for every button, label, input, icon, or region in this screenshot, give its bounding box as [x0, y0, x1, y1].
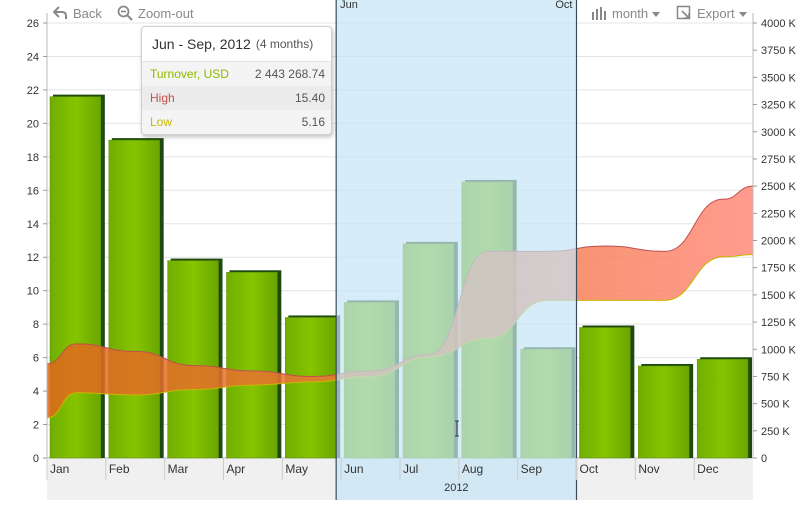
export-dropdown[interactable]: Export [676, 3, 747, 23]
y-left-tick-label: 18 [27, 152, 39, 164]
x-tick-label: Sep [521, 462, 543, 476]
y-right-tick-label: 1750 K [761, 263, 797, 275]
y-right-tick-label: 750 K [761, 371, 790, 383]
tooltip-row-turnover: Turnover, USD 2 443 268.74 [142, 62, 331, 86]
y-right-tick-label: 2750 K [761, 154, 797, 166]
x-group-label: 2012 [444, 482, 468, 494]
y-left-tick-label: 16 [27, 185, 39, 197]
y-right-tick-label: 4000 K [761, 18, 797, 30]
tooltip-row-low: Low 5.16 [142, 110, 331, 134]
export-icon [676, 5, 691, 20]
zoom-out-button[interactable]: Zoom-out [117, 3, 194, 23]
y-right-tick-label: 3250 K [761, 100, 797, 112]
y-right-tick-label: 1250 K [761, 317, 797, 329]
y-left-tick-label: 6 [33, 353, 39, 365]
x-tick-label: Mar [168, 462, 189, 476]
y-right-tick-label: 3750 K [761, 45, 797, 57]
x-axis: Jan Feb Mar Apr May Jun Jul Aug Sep Oct Nov Dec 2012 [46, 458, 719, 494]
tooltip-row-value: 2 443 268.74 [254, 67, 325, 81]
period-dropdown[interactable]: month [591, 3, 661, 23]
chevron-down-icon [652, 11, 661, 17]
x-tick-label: Aug [462, 462, 483, 476]
y-right-tick-label: 1500 K [761, 290, 797, 302]
tooltip-title: Jun - Sep, 2012 [152, 36, 251, 52]
y-right-tick-label: 1000 K [761, 344, 797, 356]
y-left-tick-label: 12 [27, 252, 39, 264]
selection-end-label: Oct [555, 0, 572, 11]
text-cursor-icon [455, 420, 459, 437]
turnover-bar [638, 365, 690, 459]
turnover-bar [285, 317, 337, 459]
y-left-tick-label: 2 [33, 420, 39, 432]
turnover-bar [579, 327, 631, 459]
y-left-tick-label: 20 [27, 118, 39, 130]
turnover-bar [108, 139, 160, 459]
export-label: Export [697, 5, 735, 21]
x-tick-label: Apr [227, 462, 246, 476]
selection-range[interactable]: Jun Oct [335, 0, 578, 500]
zoom-out-icon [117, 5, 133, 21]
y-right-tick-label: 2250 K [761, 208, 797, 220]
y-right-tick-label: 2500 K [761, 181, 797, 193]
y-left-tick-label: 4 [33, 386, 39, 398]
tooltip-row-label: Low [150, 115, 173, 129]
tooltip-header: Jun - Sep, 2012 (4 months) [142, 27, 331, 62]
y-left-tick-label: 10 [27, 286, 39, 298]
back-label: Back [73, 5, 102, 21]
y-left-tick-label: 26 [27, 18, 39, 30]
bar-chart-icon [592, 7, 606, 20]
tooltip-row-value: 5.16 [301, 115, 325, 129]
tooltip-row-high: High 15.40 [142, 86, 331, 110]
chevron-down-icon [738, 11, 747, 17]
x-tick-label: Jul [403, 462, 418, 476]
turnover-bar [696, 359, 749, 459]
tooltip-row-label: High [150, 91, 175, 105]
x-tick-label: Dec [697, 462, 718, 476]
y-right-tick-label: 3000 K [761, 127, 797, 139]
turnover-bar [226, 272, 278, 459]
tooltip-subtitle: (4 months) [255, 37, 314, 51]
x-tick-label: Oct [580, 462, 599, 476]
range-tooltip: Jun - Sep, 2012 (4 months) Turnover, USD… [141, 26, 332, 135]
selection-rect [336, 0, 577, 500]
y-left-tick-label: 8 [33, 319, 39, 331]
x-tick-label: Jun [344, 462, 363, 476]
y-axis-right: 0 250 K 500 K 750 K 1000 K 1250 K 1500 K 1750 K… [752, 13, 797, 465]
x-tick-label: Feb [109, 462, 130, 476]
back-button[interactable]: Back [52, 3, 102, 23]
tooltip-row-label: Turnover, USD [150, 67, 229, 81]
y-right-tick-label: 500 K [761, 399, 790, 411]
y-left-tick-label: 0 [33, 453, 39, 465]
y-left-tick-label: 14 [27, 219, 39, 231]
y-left-tick-label: 22 [27, 85, 39, 97]
y-right-tick-label: 2000 K [761, 236, 797, 248]
x-tick-label: Jan [50, 462, 69, 476]
x-tick-label: Nov [638, 462, 659, 476]
selection-start-label: Jun [340, 0, 358, 11]
y-right-tick-label: 3500 K [761, 72, 797, 84]
y-right-tick-label: 250 K [761, 426, 790, 438]
turnover-bar [167, 260, 219, 459]
x-tick-label: May [285, 462, 308, 476]
back-arrow-icon [52, 6, 67, 19]
period-label: month [612, 5, 649, 21]
y-left-tick-label: 24 [27, 51, 39, 63]
y-right-tick-label: 0 [761, 453, 767, 465]
zoom-out-label: Zoom-out [138, 5, 194, 21]
tooltip-row-value: 15.40 [294, 91, 325, 105]
